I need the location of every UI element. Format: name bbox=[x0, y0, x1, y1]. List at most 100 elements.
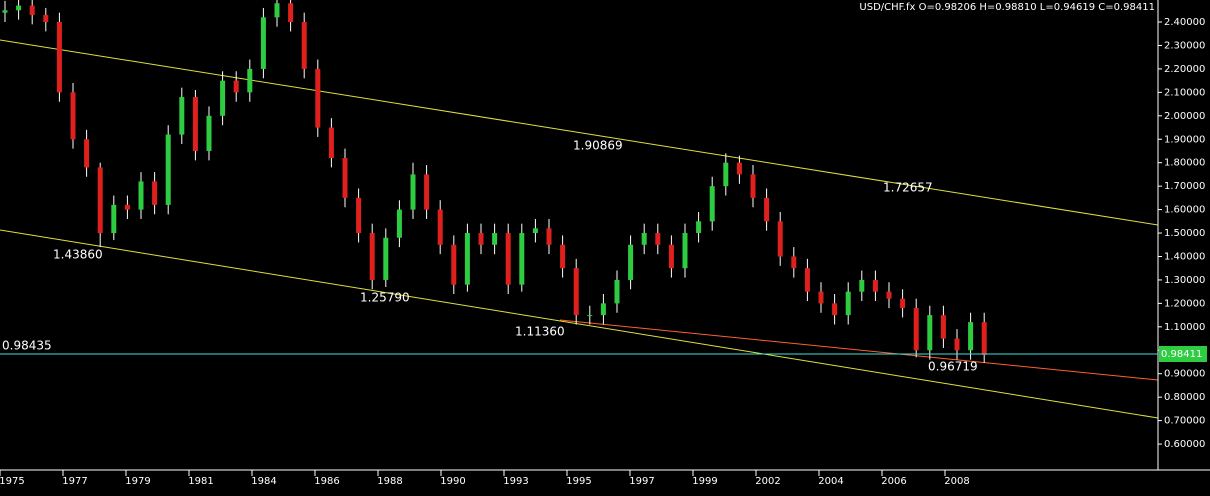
y-tick-label: 1.40000 bbox=[1164, 251, 1205, 262]
annotation: 0.96719 bbox=[928, 360, 978, 374]
candle-body bbox=[315, 68, 321, 128]
y-tick-label: 2.00000 bbox=[1164, 111, 1205, 122]
y-tick-label: 0.60000 bbox=[1164, 439, 1205, 450]
candle-body bbox=[519, 233, 525, 285]
price-line-label: 0.98435 bbox=[2, 338, 52, 352]
y-tick-label: 1.80000 bbox=[1164, 158, 1205, 169]
candle-body bbox=[900, 298, 906, 309]
y-tick-label: 2.30000 bbox=[1164, 40, 1205, 51]
current-price-label: 0.98411 bbox=[1161, 349, 1202, 360]
candle-body bbox=[696, 221, 702, 234]
x-tick-label: 1990 bbox=[440, 476, 465, 487]
header: USD/CHF.fx O=0.98206 H=0.98810 L=0.94619… bbox=[859, 2, 1155, 13]
candle-body bbox=[192, 97, 198, 151]
x-tick-label: 2008 bbox=[944, 476, 969, 487]
candle-body bbox=[546, 228, 552, 245]
candle-body bbox=[16, 5, 22, 11]
trend-line bbox=[559, 319, 1158, 381]
annotation: 1.90869 bbox=[573, 139, 623, 153]
trend-line bbox=[0, 229, 1158, 419]
candle-body bbox=[260, 17, 266, 69]
candle-body bbox=[383, 237, 389, 280]
candle-body bbox=[124, 204, 130, 210]
candle-body bbox=[764, 197, 770, 222]
candle-body bbox=[886, 291, 892, 299]
candle-body bbox=[655, 233, 661, 245]
candle-body bbox=[165, 134, 171, 205]
x-tick-label: 1981 bbox=[188, 476, 213, 487]
candle-body bbox=[804, 268, 810, 292]
candle-body bbox=[668, 244, 674, 269]
candle-body bbox=[356, 197, 362, 234]
candle-body bbox=[478, 233, 484, 245]
x-tick-label: 1975 bbox=[0, 476, 25, 487]
annotation: 1.25790 bbox=[360, 291, 410, 305]
candle-body bbox=[981, 322, 987, 355]
candle-body bbox=[641, 233, 647, 245]
y-tick-label: 1.30000 bbox=[1164, 275, 1205, 286]
candle-body bbox=[954, 338, 960, 351]
current-price-box bbox=[1159, 346, 1207, 363]
candle-body bbox=[940, 315, 946, 339]
candle-body bbox=[682, 233, 688, 269]
candle-body bbox=[573, 268, 579, 316]
candle-body bbox=[247, 68, 253, 93]
x-tick-label: 2006 bbox=[881, 476, 906, 487]
candle-body bbox=[791, 256, 797, 269]
y-tick-label: 0.90000 bbox=[1164, 369, 1205, 380]
x-tick-label: 1979 bbox=[125, 476, 150, 487]
candle-body bbox=[70, 92, 76, 140]
candle-body bbox=[709, 186, 715, 222]
y-tick-label: 0.70000 bbox=[1164, 416, 1205, 427]
candle-body bbox=[832, 303, 838, 316]
y-tick-label: 0.80000 bbox=[1164, 392, 1205, 403]
candle-body bbox=[56, 22, 62, 93]
candle-body bbox=[328, 127, 334, 159]
plot-area bbox=[0, 0, 1158, 419]
annotation: 1.72657 bbox=[883, 181, 933, 195]
x-tick-label: 1977 bbox=[62, 476, 87, 487]
candle-body bbox=[84, 139, 90, 168]
y-tick-label: 1.60000 bbox=[1164, 205, 1205, 216]
candle-body bbox=[111, 204, 117, 234]
candle-body bbox=[859, 279, 865, 292]
candle-body bbox=[750, 174, 756, 198]
candle-body bbox=[505, 233, 511, 285]
candle-body bbox=[220, 80, 226, 116]
candle-body bbox=[913, 308, 919, 351]
x-tick-label: 1993 bbox=[503, 476, 528, 487]
candle-body bbox=[600, 303, 606, 316]
candle-body bbox=[464, 233, 470, 285]
candle-body bbox=[614, 279, 620, 304]
y-tick-label: 1.10000 bbox=[1164, 322, 1205, 333]
x-tick-label: 1995 bbox=[566, 476, 591, 487]
candle-body bbox=[723, 162, 729, 187]
candle-body bbox=[342, 158, 348, 198]
y-tick-label: 1.90000 bbox=[1164, 134, 1205, 145]
trend-line bbox=[0, 39, 1158, 226]
candle-body bbox=[437, 209, 443, 245]
candle-body bbox=[301, 22, 307, 69]
candle-body bbox=[818, 291, 824, 304]
y-tick-label: 2.40000 bbox=[1164, 17, 1205, 28]
candle-body bbox=[560, 244, 566, 269]
candle-body bbox=[492, 233, 498, 245]
candle-body bbox=[152, 181, 158, 205]
x-tick-label: 2002 bbox=[755, 476, 780, 487]
candle-body bbox=[410, 174, 416, 210]
candle-body bbox=[968, 322, 974, 351]
x-tick-label: 1984 bbox=[251, 476, 276, 487]
y-tick-label: 1.20000 bbox=[1164, 298, 1205, 309]
annotation: 1.11360 bbox=[515, 325, 565, 339]
candle-body bbox=[532, 228, 538, 234]
candle-body bbox=[138, 181, 144, 210]
candle-body bbox=[396, 209, 402, 238]
x-tick-label: 1988 bbox=[377, 476, 402, 487]
candle-body bbox=[927, 315, 933, 351]
candle-body bbox=[274, 3, 280, 18]
candle-body bbox=[872, 279, 878, 292]
candle-body bbox=[845, 291, 851, 316]
candle-body bbox=[424, 174, 430, 210]
